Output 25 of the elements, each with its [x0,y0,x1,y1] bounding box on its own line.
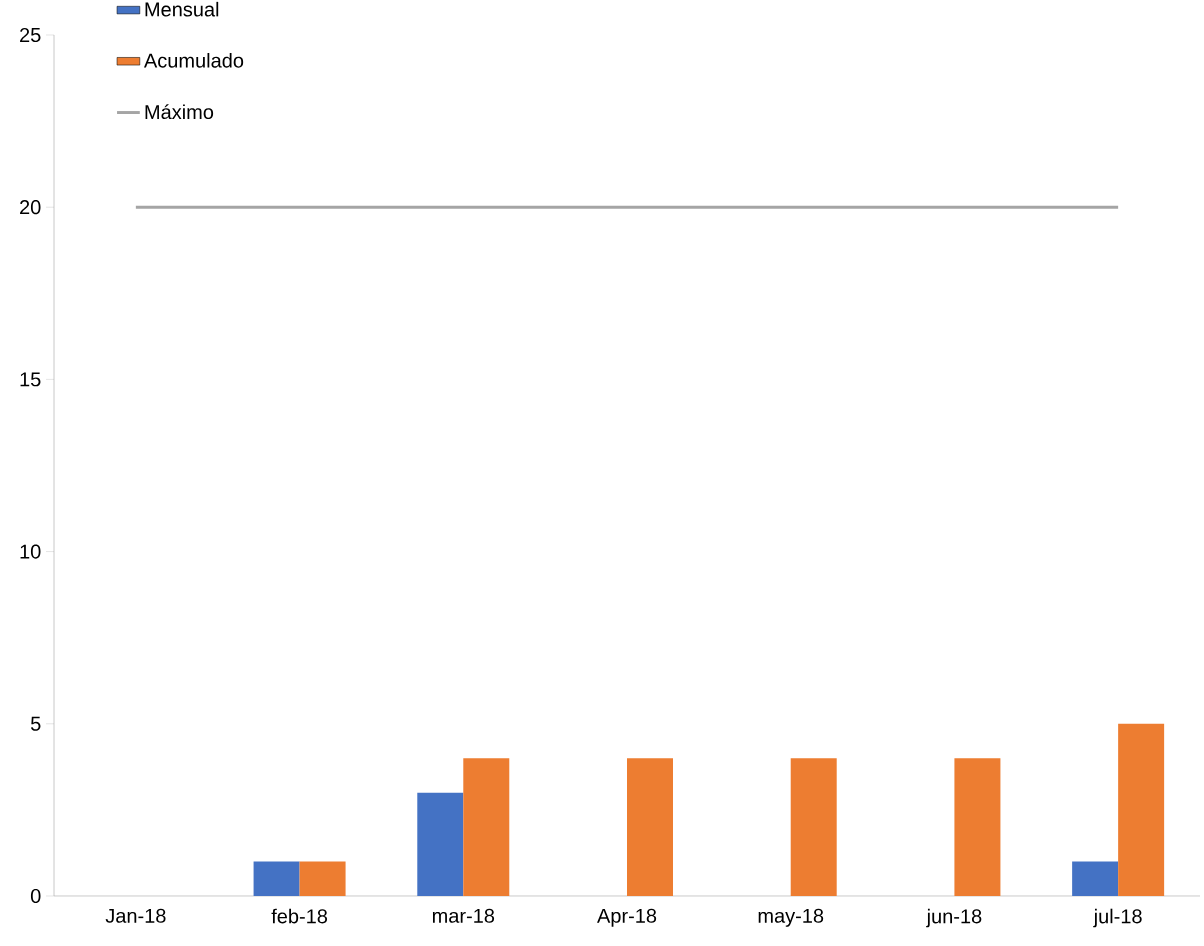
x-tick-label: may-18 [758,908,824,927]
y-tick-label: 0 [30,888,41,904]
bar [299,861,346,896]
x-tick-label: jun-18 [926,908,982,928]
bar [463,758,510,896]
legend-label: Máximo [145,104,214,120]
legend-label: Acumulado [143,53,244,68]
x-tick-label: mar-18 [432,908,495,923]
bar [1118,723,1165,896]
legend-label: Mensual [145,1,219,17]
x-tick-label: Apr-18 [597,908,657,927]
x-tick-label: jul-18 [1093,908,1142,928]
y-tick-label: 20 [20,200,41,215]
x-tick-label: Jan-18 [105,908,166,923]
y-tick-label: 10 [20,544,41,559]
bar [417,792,464,896]
x-tick-label: feb-18 [271,908,328,924]
bar [1072,861,1119,896]
bar [627,758,673,896]
bar [790,758,837,896]
y-tick-label: 15 [20,372,41,387]
bar [253,861,300,896]
y-tick-label: 25 [20,27,41,43]
y-tick-label: 5 [30,716,41,731]
bar [954,758,1001,896]
